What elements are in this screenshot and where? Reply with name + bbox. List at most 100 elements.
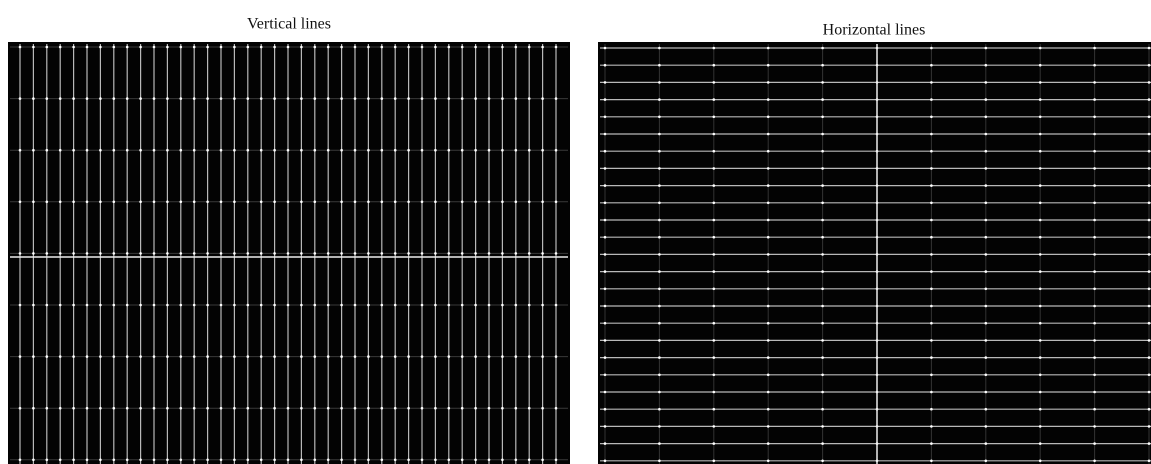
dot: [713, 288, 716, 291]
dot: [461, 149, 464, 152]
dot: [220, 97, 223, 100]
dot: [821, 408, 824, 411]
dot: [206, 407, 209, 410]
dot: [233, 407, 236, 410]
dot: [461, 201, 464, 204]
dot: [767, 236, 770, 239]
dot: [985, 460, 988, 463]
dot: [340, 355, 343, 358]
dot: [1039, 219, 1042, 222]
dot: [59, 252, 62, 255]
dot: [260, 97, 263, 100]
dot: [821, 288, 824, 291]
dot: [126, 252, 129, 255]
dot: [394, 149, 397, 152]
dot: [340, 459, 343, 462]
dot: [930, 219, 933, 222]
dot: [767, 133, 770, 136]
dot: [19, 355, 22, 358]
dot: [713, 202, 716, 205]
dot: [367, 355, 370, 358]
dot: [180, 97, 183, 100]
dot: [32, 355, 35, 358]
dot: [821, 236, 824, 239]
dot: [206, 355, 209, 358]
dot: [126, 407, 129, 410]
dot: [327, 46, 330, 49]
dot: [233, 201, 236, 204]
dot: [166, 304, 169, 307]
dot: [166, 407, 169, 410]
dot: [260, 407, 263, 410]
dot: [604, 408, 607, 411]
dot: [260, 46, 263, 49]
dot: [1148, 391, 1151, 394]
dot: [273, 97, 276, 100]
dot: [327, 201, 330, 204]
dot: [658, 202, 661, 205]
dot: [153, 304, 156, 307]
dot: [260, 149, 263, 152]
dot: [1039, 391, 1042, 394]
dot: [713, 374, 716, 377]
dot: [1093, 305, 1096, 308]
dot: [985, 236, 988, 239]
dot: [367, 97, 370, 100]
dot: [767, 47, 770, 50]
dot: [113, 201, 116, 204]
dot: [713, 47, 716, 50]
dot: [501, 355, 504, 358]
dot: [247, 355, 250, 358]
dot: [930, 374, 933, 377]
dot: [985, 425, 988, 428]
dot: [604, 442, 607, 445]
dot: [515, 252, 518, 255]
dot: [1148, 356, 1151, 359]
dot: [300, 407, 303, 410]
dot: [658, 236, 661, 239]
dot: [139, 46, 142, 49]
dot: [821, 253, 824, 256]
dot: [930, 116, 933, 119]
dot: [1039, 98, 1042, 101]
dot: [314, 201, 317, 204]
dot: [713, 184, 716, 187]
dot: [1039, 305, 1042, 308]
dot: [515, 304, 518, 307]
dot: [930, 339, 933, 342]
dot: [985, 116, 988, 119]
dot: [354, 355, 357, 358]
dot: [604, 253, 607, 256]
dot: [153, 46, 156, 49]
dot: [1093, 442, 1096, 445]
dot: [1148, 98, 1151, 101]
dot: [206, 149, 209, 152]
dot: [930, 270, 933, 273]
dot: [314, 459, 317, 462]
dot: [658, 64, 661, 67]
dot: [985, 219, 988, 222]
dot: [99, 459, 102, 462]
dot: [461, 407, 464, 410]
dot: [821, 116, 824, 119]
dot: [604, 184, 607, 187]
dot: [99, 252, 102, 255]
dot: [46, 252, 49, 255]
dot: [1093, 167, 1096, 170]
dot: [153, 407, 156, 410]
dot: [394, 355, 397, 358]
dot: [166, 355, 169, 358]
dot: [930, 202, 933, 205]
dot: [139, 149, 142, 152]
dot: [381, 149, 384, 152]
dot: [32, 46, 35, 49]
dot: [126, 97, 129, 100]
dot: [985, 253, 988, 256]
dot: [930, 47, 933, 50]
dot: [394, 252, 397, 255]
dot: [247, 252, 250, 255]
dot: [407, 252, 410, 255]
dot: [713, 236, 716, 239]
dot: [340, 46, 343, 49]
dot: [220, 252, 223, 255]
